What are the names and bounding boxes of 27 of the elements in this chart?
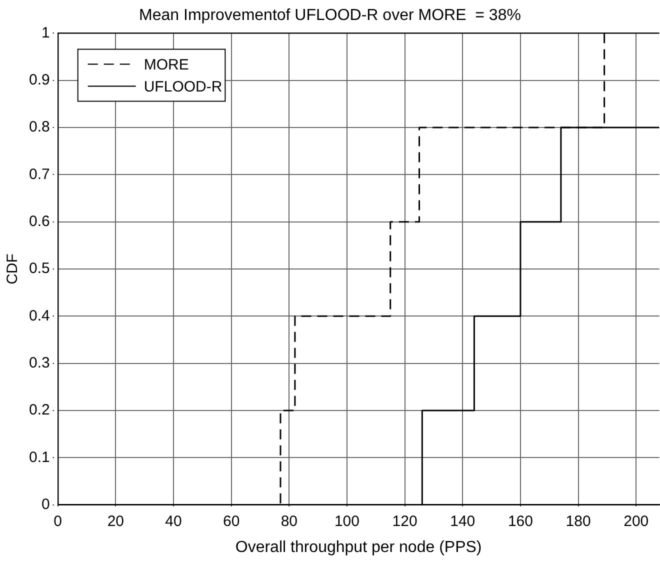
x-tick-label: 160 xyxy=(508,512,533,530)
x-tick-label: 40 xyxy=(165,512,182,530)
x-tick-label: 60 xyxy=(222,512,240,530)
y-tick-label: 0.7 xyxy=(28,166,50,183)
y-tick-label: 0.3 xyxy=(28,354,50,372)
chart-title: Mean Improvementof UFLOOD-R over MORE = 38% xyxy=(139,7,521,24)
y-tick-label: 0.6 xyxy=(28,212,50,230)
x-tick-label: 200 xyxy=(624,512,649,530)
x-axis-title: Overall throughput per node (PPS) xyxy=(235,538,482,556)
legend-label: MORE xyxy=(144,56,189,74)
x-tick-label: 80 xyxy=(280,512,298,530)
y-tick-label: 0.2 xyxy=(28,402,50,419)
x-tick-label: 180 xyxy=(566,512,591,530)
legend-label: UFLOOD-R xyxy=(144,78,222,96)
y-tick-label: 1 xyxy=(42,24,50,42)
y-tick-label: 0.4 xyxy=(28,307,50,324)
x-tick-label: 20 xyxy=(107,512,124,530)
y-tick-label: 0.1 xyxy=(28,448,50,466)
x-tick-label: 100 xyxy=(334,512,360,530)
y-tick-label: 0.8 xyxy=(28,118,50,136)
y-tick-label: 0.5 xyxy=(28,260,50,278)
y-tick-label: 0 xyxy=(42,496,50,513)
y-tick-label: 0.9 xyxy=(28,72,50,88)
x-tick-label: 140 xyxy=(450,512,476,530)
x-tick-label: 120 xyxy=(392,512,418,530)
y-axis-title: CDF xyxy=(4,254,22,284)
x-tick-label: 0 xyxy=(54,512,62,530)
